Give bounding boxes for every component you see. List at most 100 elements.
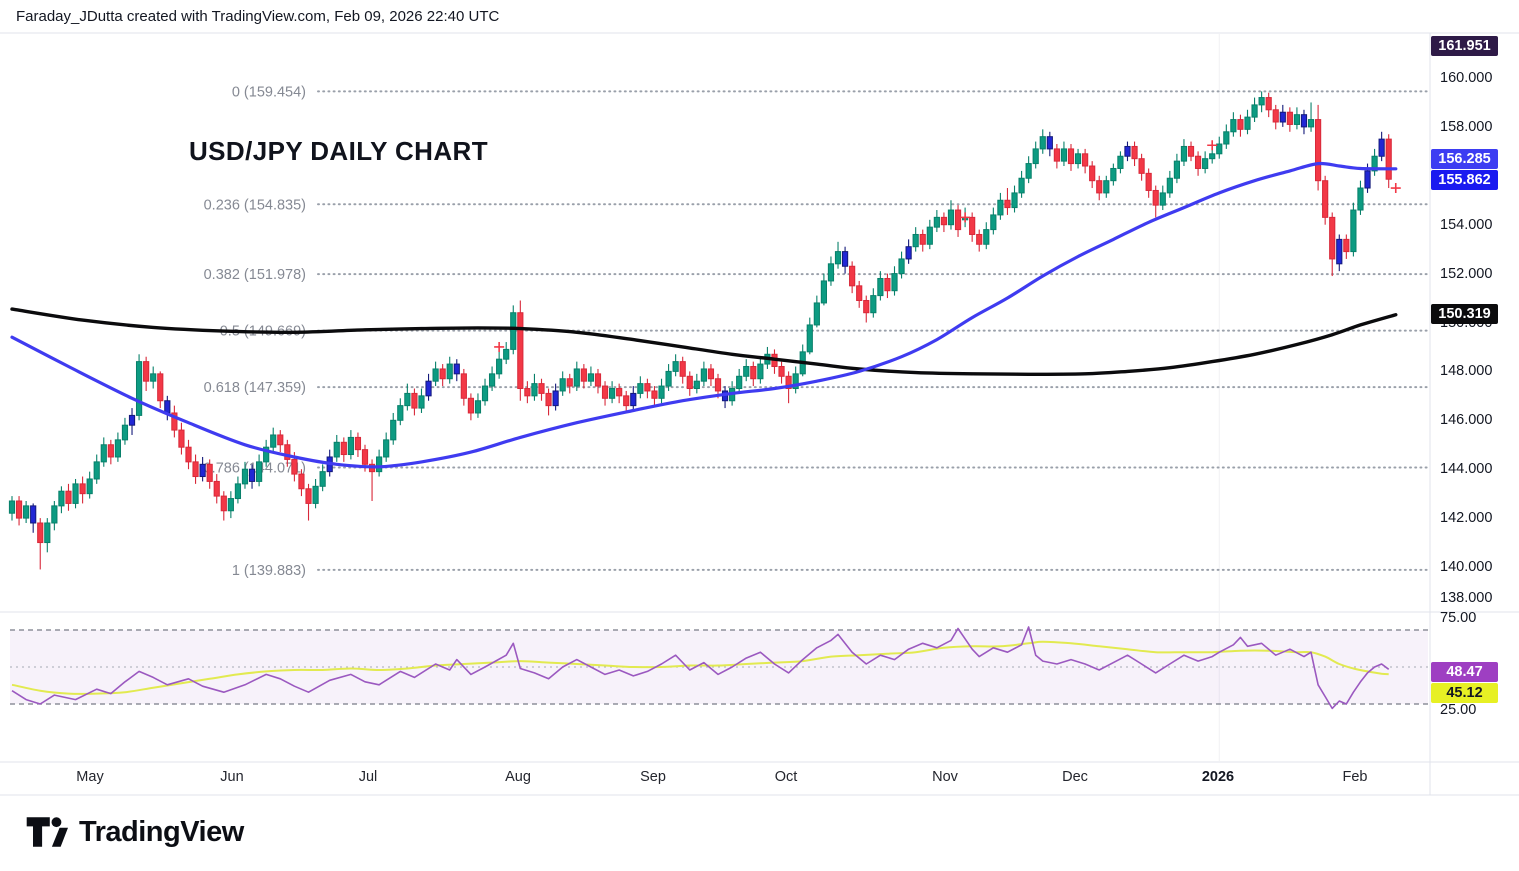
- candle-body: [411, 392, 418, 409]
- chart-attribution: Faraday_JDutta created with TradingView.…: [16, 8, 500, 25]
- candle-body: [1173, 160, 1181, 179]
- rsi-ma-line: [11, 640, 1389, 695]
- candle-body: [248, 468, 256, 482]
- candle-body: [58, 490, 65, 507]
- candle-body: [404, 392, 411, 407]
- candle-body: [672, 361, 679, 372]
- candle-body: [496, 358, 503, 375]
- candle-body: [1350, 209, 1357, 253]
- candle-body: [594, 373, 602, 387]
- candle-body: [658, 385, 665, 399]
- tradingview-logo[interactable]: TradingView: [26, 815, 244, 849]
- fib-level-label: 0.236 (154.835): [204, 197, 306, 213]
- candle-body: [1385, 138, 1392, 180]
- candle-body: [1322, 180, 1329, 218]
- candle-body: [1265, 97, 1272, 111]
- candle-body: [637, 383, 644, 394]
- candle-body: [743, 366, 750, 377]
- candle-body: [1300, 114, 1308, 128]
- candle-body: [884, 277, 891, 292]
- candle-body: [834, 251, 842, 265]
- candle-body: [65, 490, 72, 504]
- candle-body: [1159, 192, 1166, 206]
- candle-body: [870, 295, 877, 314]
- fib-level-label: 0.786 (144.071): [204, 460, 306, 476]
- candle-body: [1124, 145, 1131, 157]
- candle-body: [1117, 155, 1124, 169]
- candle-body: [178, 429, 185, 448]
- last-price-badge: 155.862: [1431, 170, 1498, 190]
- candle-body: [1025, 163, 1032, 179]
- candle-body: [517, 312, 524, 390]
- candle-body: [256, 461, 263, 482]
- candle-body: [531, 383, 538, 397]
- fib-level-label: 0.618 (147.359): [204, 380, 306, 396]
- candle-body: [79, 483, 86, 495]
- candle-body: [488, 373, 496, 387]
- candle-body: [813, 302, 820, 326]
- candle-body: [1371, 155, 1378, 172]
- candle-body: [37, 522, 44, 544]
- fib-level-label: 0 (159.454): [232, 84, 306, 100]
- candle-body: [157, 373, 164, 402]
- rsi-panel[interactable]: [10, 626, 1428, 710]
- candle-body: [1357, 187, 1364, 211]
- candle-body: [474, 400, 482, 414]
- candle-body: [1152, 189, 1159, 206]
- candle-body: [1251, 104, 1258, 118]
- candle-body: [460, 373, 467, 399]
- candle-body: [1166, 177, 1173, 194]
- candle-body: [933, 216, 940, 228]
- candle-body: [8, 500, 16, 514]
- candle-body: [1082, 153, 1089, 167]
- candle-body: [86, 478, 93, 495]
- candle-body: [361, 449, 369, 465]
- candle-body: [199, 463, 206, 478]
- candle-body: [757, 363, 764, 380]
- candle-body: [185, 446, 192, 463]
- candle-body: [785, 375, 792, 390]
- price-tick-label: 148.000: [1440, 363, 1493, 380]
- candlestick-series[interactable]: [8, 91, 1401, 570]
- price-tick-label: 144.000: [1440, 461, 1493, 478]
- rsi-line: [11, 626, 1390, 710]
- candle-body: [566, 378, 573, 387]
- candle-body: [1194, 155, 1202, 169]
- candle-body: [616, 388, 623, 397]
- upper-level-badge: 161.951: [1431, 36, 1498, 56]
- candle-body: [446, 363, 453, 380]
- candle-body: [863, 299, 870, 314]
- candle-body: [714, 378, 722, 392]
- candle-body: [135, 361, 143, 416]
- candle-body: [545, 392, 552, 407]
- price-tick-label: 146.000: [1440, 412, 1493, 429]
- candle-body: [976, 233, 983, 245]
- candle-body: [1039, 136, 1046, 150]
- candle-body: [298, 473, 305, 490]
- time-axis-label-may: May: [76, 769, 104, 785]
- time-axis-label-jul: Jul: [358, 769, 378, 785]
- time-axis-label-jun: Jun: [220, 769, 244, 785]
- candle-body: [912, 233, 919, 248]
- candle-body: [30, 505, 37, 524]
- candle-body: [1067, 148, 1075, 165]
- candle-body: [453, 363, 460, 375]
- candle-body: [1364, 170, 1371, 189]
- fib-level-label: 1 (139.883): [232, 563, 306, 579]
- candle-body: [856, 285, 863, 301]
- candle-body: [1103, 180, 1110, 194]
- candle-body: [347, 436, 354, 456]
- candle-body: [1018, 177, 1025, 194]
- candle-body: [693, 380, 700, 390]
- candle-body: [263, 446, 270, 463]
- candle-body: [1272, 109, 1279, 123]
- candle-body: [15, 500, 23, 519]
- candle-body: [171, 412, 178, 431]
- candle-body: [1089, 165, 1096, 182]
- doji-cross-marker: [1207, 140, 1218, 151]
- candle-body: [1060, 148, 1068, 162]
- candle-body: [573, 368, 580, 387]
- price-tick-label: 140.000: [1440, 559, 1493, 575]
- ma50-line: [10, 161, 1398, 469]
